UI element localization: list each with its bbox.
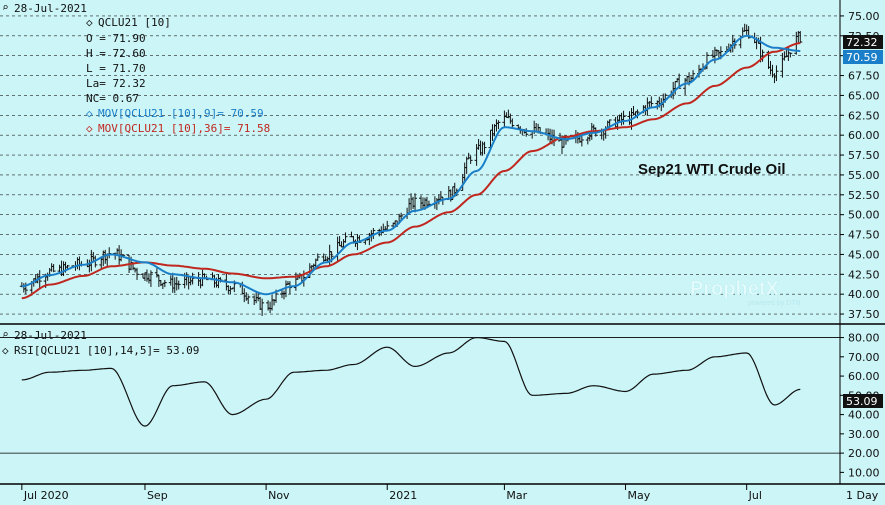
info-last: La= 72.32: [86, 77, 146, 90]
info-symbol: QCLU21 [10]: [98, 16, 171, 29]
price-tick-label: 62.50: [848, 109, 880, 122]
time-tick-label: 2021: [389, 489, 417, 502]
time-tick-label: May: [628, 489, 651, 502]
time-tick-label: Sep: [147, 489, 168, 502]
info-net-change: NC= 0.67: [86, 92, 139, 105]
watermark-logo: ProphetX: [690, 278, 780, 300]
rsi-magnifier-icon[interactable]: ⌕: [2, 328, 9, 341]
ma-slow-diamond-icon: ◇: [86, 122, 93, 135]
rsi-date: 28-Jul-2021: [14, 329, 87, 342]
price-tick-label: 55.00: [848, 169, 880, 182]
period-label[interactable]: 1 Day: [846, 489, 879, 502]
price-tick-label: 50.00: [848, 209, 880, 222]
last-price-badge-text: 72.32: [846, 36, 878, 49]
time-tick-label: Mar: [506, 489, 527, 502]
price-tick-label: 60.00: [848, 129, 880, 142]
rsi-badge-text: 53.09: [846, 395, 878, 408]
watermark-sub: powered by DTN: [748, 300, 801, 307]
last-price-badge: [843, 35, 883, 49]
rsi-legend: ⌕ 28-Jul-2021 ◇ RSI[QCLU21 [10],14,5]= 5…: [2, 328, 199, 357]
rsi-badge: [843, 394, 883, 408]
price-gridlines: [0, 15, 840, 315]
info-date: 28-Jul-2021: [14, 2, 87, 15]
price-tick-label: 42.50: [848, 268, 880, 281]
ma-fast-diamond-icon: ◇: [86, 107, 93, 120]
price-tick-label: 65.00: [848, 89, 880, 102]
rsi-tick-label: 60.00: [848, 370, 880, 383]
rsi-reference-lines: [0, 337, 840, 454]
chart-title: Sep21 WTI Crude Oil: [638, 161, 786, 178]
rsi-line: [21, 337, 801, 427]
info-open: O = 71.90: [86, 32, 146, 45]
price-tick-label: 67.50: [848, 70, 880, 83]
rsi-tick-label: 30.00: [848, 428, 880, 441]
price-tick-label: 45.00: [848, 248, 880, 261]
ma-fast-badge-text: 70.59: [846, 51, 878, 64]
info-high: H = 72.60: [86, 47, 146, 60]
info-ma-fast: MOV[QCLU21 [10],9]= 70.59: [98, 107, 264, 120]
magnifier-icon[interactable]: ⌕: [2, 1, 9, 14]
price-tick-label: 40.00: [848, 288, 880, 301]
time-axis-labels: Jul 2020 Sep Nov 2021 Mar May Jul: [21, 484, 762, 502]
price-tick-label: 57.50: [848, 149, 880, 162]
info-legend: ⌕ 28-Jul-2021 ◇ QCLU21 [10] O = 71.90 H …: [2, 1, 270, 135]
ma-slow-line: [21, 42, 801, 300]
rsi-tick-label: 20.00: [848, 447, 880, 460]
price-tick-label: 75.00: [848, 10, 880, 23]
rsi-label: RSI[QCLU21 [10],14,5]= 53.09: [14, 344, 199, 357]
rsi-tick-label: 10.00: [848, 466, 880, 479]
info-low: L = 71.70: [86, 62, 146, 75]
time-tick-label: Jul 2020: [23, 489, 69, 502]
info-ma-slow: MOV[QCLU21 [10],36]= 71.58: [98, 122, 270, 135]
time-tick-label: Jul: [748, 489, 762, 502]
time-tick-label: Nov: [268, 489, 290, 502]
rsi-tick-label: 70.00: [848, 351, 880, 364]
rsi-tick-label: 80.00: [848, 332, 880, 345]
ma-fast-badge: [843, 50, 883, 64]
price-tick-label: 52.50: [848, 189, 880, 202]
price-tick-label: 37.50: [848, 308, 880, 321]
ma-fast-line: [21, 34, 801, 296]
rsi-tick-label: 40.00: [848, 409, 880, 422]
symbol-diamond-icon: ◇: [86, 16, 93, 29]
rsi-diamond-icon: ◇: [2, 344, 9, 357]
price-tick-label: 47.50: [848, 229, 880, 242]
